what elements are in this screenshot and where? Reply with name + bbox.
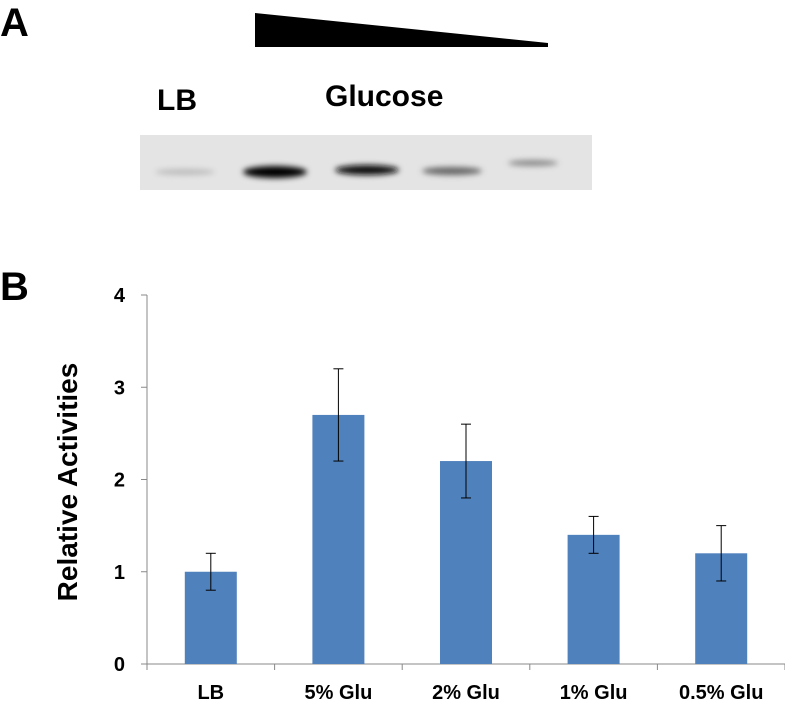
x-tick-label: 2% Glu: [432, 682, 500, 703]
x-tick-label: 5% Glu: [305, 682, 373, 703]
error-bar: [588, 515, 599, 554]
x-tick-label: LB: [197, 682, 224, 703]
lane-label: LB: [157, 84, 197, 117]
x-tick-label: 0.5% Glu: [679, 682, 763, 703]
y-tick-label: 1: [114, 562, 125, 584]
blot: [140, 135, 592, 190]
blot-band: [335, 165, 399, 175]
blot-band: [422, 167, 482, 175]
error-bar: [333, 368, 344, 462]
error-bar: [461, 423, 471, 499]
treatment-label: Glucose: [325, 80, 443, 113]
y-axis-label: Relative Activities: [52, 363, 83, 602]
error-bar: [205, 552, 216, 591]
panel-label: A: [0, 1, 29, 45]
blot-band: [243, 166, 307, 178]
x-tick-label: 1% Glu: [560, 682, 628, 703]
y-tick-label: 0: [114, 654, 125, 676]
bar: [567, 534, 620, 664]
gradient-wedge: [255, 13, 548, 47]
y-tick-label: 2: [114, 470, 125, 492]
y-tick-label: 3: [114, 377, 125, 399]
blot-band: [155, 169, 215, 175]
y-tick-label: 4: [114, 285, 126, 307]
panel-label: B: [0, 265, 29, 309]
blot-band: [508, 160, 558, 166]
error-bar: [716, 525, 727, 582]
